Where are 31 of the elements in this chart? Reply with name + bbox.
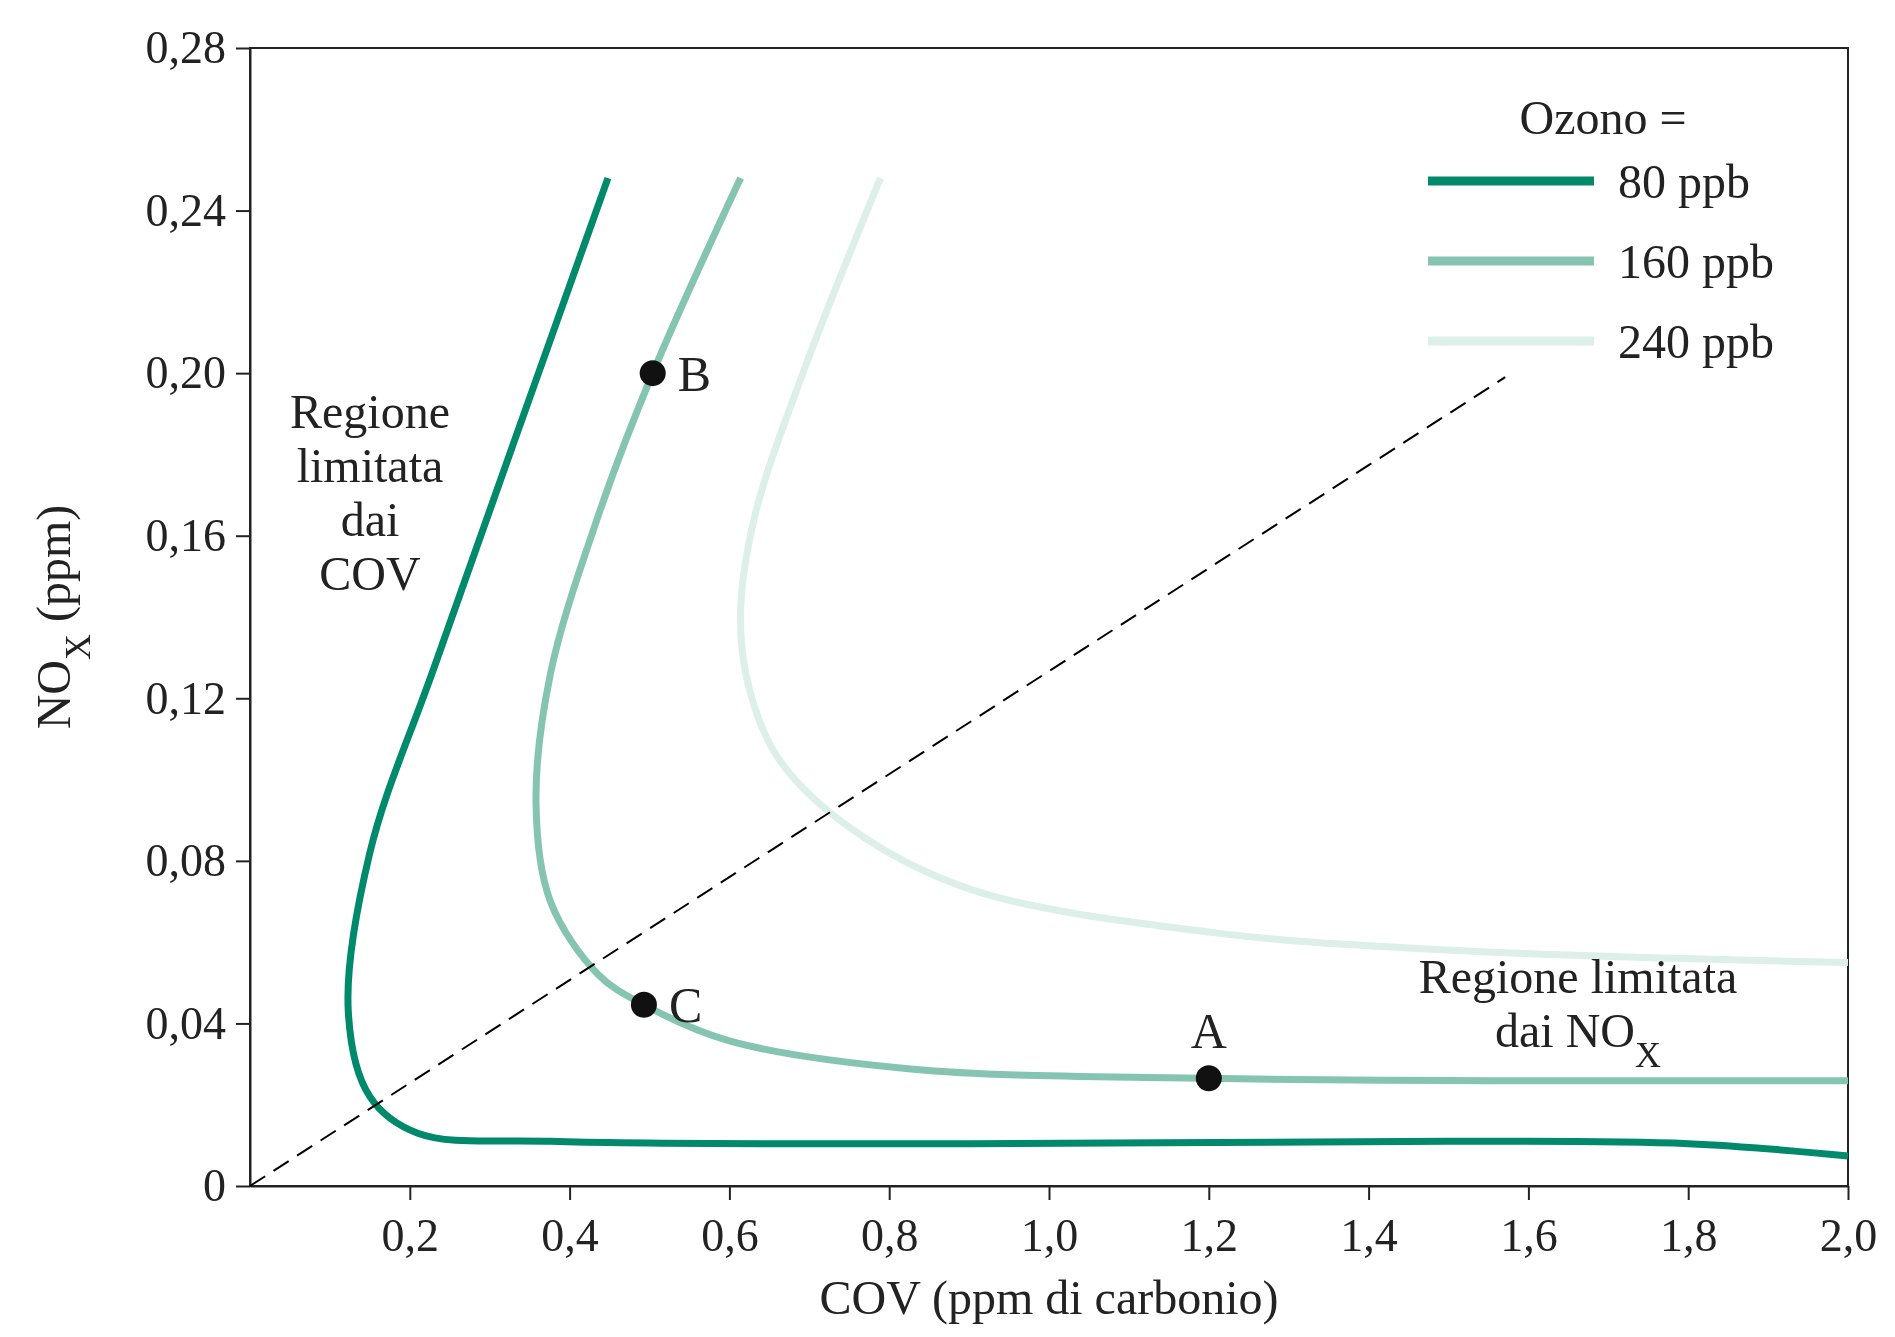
annotation: B [677,345,712,402]
x-tick-label: 1,0 [1020,1210,1079,1262]
annotation: C [668,977,703,1034]
y-tick-label: 0 [203,1160,226,1212]
x-tick-label: 1,4 [1340,1210,1398,1262]
annotation: Regione limitata dai COV [290,385,450,600]
legend-label: 240 ppb [1618,314,1774,368]
legend-label: 160 ppb [1618,234,1774,288]
x-tick-label: 0,2 [381,1210,440,1262]
y-tick-label: 0,04 [145,997,226,1049]
y-tick-label: 0,16 [145,509,226,561]
legend-title: Ozono = [1519,91,1687,144]
y-tick-label: 0,08 [145,835,226,887]
x-tick-label: 1,2 [1180,1210,1239,1262]
x-tick-label: 0,6 [701,1210,759,1262]
y-tick-label: 0,28 [145,22,226,74]
y-tick-label: 0,24 [145,184,226,236]
point [1195,1065,1222,1092]
x-axis-title: COV (ppm di carbonio) [819,1271,1279,1325]
x-tick-label: 0,8 [860,1210,919,1262]
x-tick-label: 2,0 [1819,1210,1878,1262]
annotation: A [1190,1003,1227,1060]
x-tick-label: 1,8 [1659,1210,1718,1262]
point [639,360,666,387]
point [630,991,657,1018]
x-tick-label: 0,4 [541,1210,599,1262]
legend-label: 80 ppb [1618,154,1750,208]
y-tick-label: 0,12 [145,672,226,724]
x-tick-label: 1,6 [1500,1210,1558,1262]
annotation: Regione limitata dai NO$_{X}$ [1418,950,1738,1075]
y-tick-label: 0,20 [145,347,226,399]
